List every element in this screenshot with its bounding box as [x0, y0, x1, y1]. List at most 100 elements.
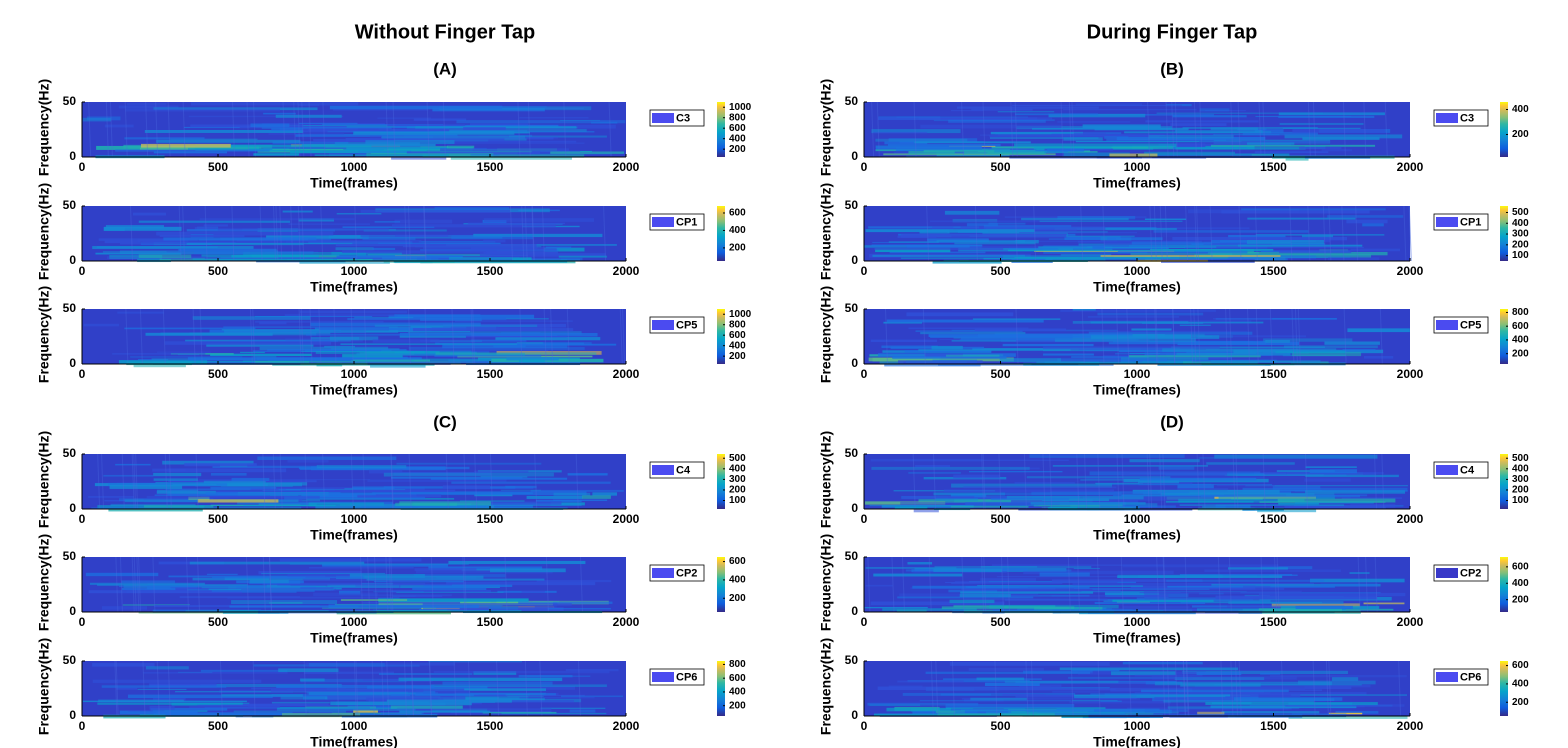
spectrogram-texture: [1225, 475, 1324, 476]
spectrogram-texture: [1040, 455, 1078, 456]
spectrogram-texture: [299, 123, 358, 124]
spectrogram-texture: [1072, 583, 1187, 586]
spectrogram-texture: [399, 678, 563, 681]
spectrogram-texture: [443, 485, 490, 489]
spectrogram-texture: [436, 352, 597, 354]
spectrogram-texture: [550, 151, 624, 153]
spectrogram-texture: [1310, 579, 1405, 583]
spectrogram-texture: [204, 481, 266, 483]
spectrogram-texture: [1216, 596, 1378, 600]
spectrogram-texture: [229, 605, 358, 607]
spectrogram-texture: [950, 662, 1110, 666]
spectrogram-texture: [352, 486, 394, 489]
spectrogram-texture: [409, 347, 585, 350]
spectrogram-texture: [267, 349, 407, 350]
spectrogram-texture: [330, 106, 502, 110]
legend-swatch: [1436, 568, 1458, 578]
spectrogram-texture: [918, 349, 1070, 351]
spectrogram-texture: [1255, 151, 1329, 153]
spectrogram-texture: [944, 489, 1114, 492]
legend-label: CP6: [676, 671, 697, 683]
colorbar-tick-label: 800: [1512, 307, 1529, 318]
spectrogram-texture: [975, 328, 1066, 331]
y-tick-label: 50: [845, 446, 859, 460]
spectrogram-texture: [889, 241, 939, 243]
y-axis-label: Frequency(Hz): [818, 534, 834, 631]
spectrogram-texture: [280, 558, 422, 561]
spectrogram-texture: [211, 473, 247, 476]
colorbar-tick-label: 400: [1512, 679, 1529, 690]
spectrogram-texture: [1038, 246, 1092, 248]
x-axis-label: Time(frames): [1093, 382, 1181, 398]
spectrogram-texture: [1095, 483, 1143, 484]
spectrogram-texture: [1130, 459, 1200, 462]
legend-label: C3: [1460, 112, 1474, 124]
spectrogram-texture: [468, 223, 565, 225]
spectrogram-texture: [559, 256, 607, 258]
colorbar-tick-label: 200: [729, 351, 746, 362]
spectrogram-texture: [490, 568, 566, 572]
legend-swatch: [652, 217, 674, 227]
spectrogram-texture: [1145, 120, 1258, 122]
spectrogram-texture: [1217, 485, 1275, 486]
spectrogram-texture: [447, 146, 474, 149]
spectrogram-texture: [568, 473, 608, 475]
spectrogram-texture: [456, 120, 625, 123]
spectrogram-texture: [1031, 502, 1146, 504]
x-tick-label: 1000: [1124, 264, 1151, 278]
spectrogram-texture: [449, 143, 585, 144]
spectrogram-texture: [871, 340, 937, 342]
y-tick-label: 50: [845, 198, 859, 212]
spectrogram-texture: [1141, 690, 1289, 693]
spectrogram-texture: [1040, 572, 1090, 576]
y-axis-label: Frequency(Hz): [36, 431, 52, 528]
colorbar-tick-label: 500: [729, 453, 746, 464]
y-tick-label: 0: [69, 149, 76, 163]
panel-label: (B): [1160, 59, 1184, 78]
spectrogram-texture: [1342, 349, 1375, 350]
x-axis-label: Time(frames): [310, 734, 398, 748]
spectrogram-texture: [1101, 255, 1281, 257]
spectrogram-texture: [1122, 564, 1278, 567]
spectrogram-texture: [336, 247, 374, 250]
spectrogram-texture: [969, 471, 1062, 472]
spectrogram-texture: [527, 496, 583, 499]
colorbar-tick-label: 600: [729, 673, 746, 684]
y-tick-label: 0: [851, 149, 858, 163]
spectrogram-texture: [375, 325, 537, 327]
y-tick-label: 50: [63, 549, 77, 563]
spectrogram-texture: [1205, 702, 1378, 705]
spectrogram-texture: [283, 211, 313, 213]
spectrogram-texture: [1296, 606, 1353, 609]
spectrogram-texture: [1180, 504, 1344, 505]
spectrogram-texture: [1047, 148, 1084, 151]
spectrogram-texture: [878, 117, 1052, 120]
y-tick-label: 0: [851, 356, 858, 370]
colorbar-tick-label: 500: [1512, 207, 1529, 218]
spectrogram-texture: [967, 586, 1019, 588]
x-tick-label: 2000: [613, 264, 640, 278]
legend-swatch: [1436, 672, 1458, 682]
x-tick-label: 0: [861, 160, 868, 174]
spectrogram-texture: [152, 469, 186, 472]
x-tick-label: 500: [208, 160, 228, 174]
spectrogram-texture: [243, 505, 335, 506]
spectrogram-texture: [124, 137, 204, 139]
spectrogram-texture: [981, 566, 1037, 568]
spectrogram-texture: [1045, 258, 1105, 261]
legend-label: C3: [676, 112, 690, 124]
spectrogram-texture: [1097, 313, 1203, 316]
spectrogram-texture: [1157, 113, 1324, 114]
spectrogram-texture: [1243, 586, 1270, 588]
spectrogram-texture: [92, 246, 253, 249]
spectrogram-texture: [204, 224, 228, 226]
spectrogram-texture: [88, 496, 134, 498]
y-tick-label: 0: [69, 604, 76, 618]
spectrogram-texture: [288, 223, 370, 224]
y-tick-label: 50: [845, 653, 859, 667]
spectrogram-texture: [218, 228, 389, 230]
spectrogram-texture: [1163, 232, 1195, 233]
spectrogram-texture: [212, 577, 306, 579]
colorbar-tick-label: 400: [729, 463, 746, 474]
spectrogram-texture: [1291, 694, 1407, 696]
